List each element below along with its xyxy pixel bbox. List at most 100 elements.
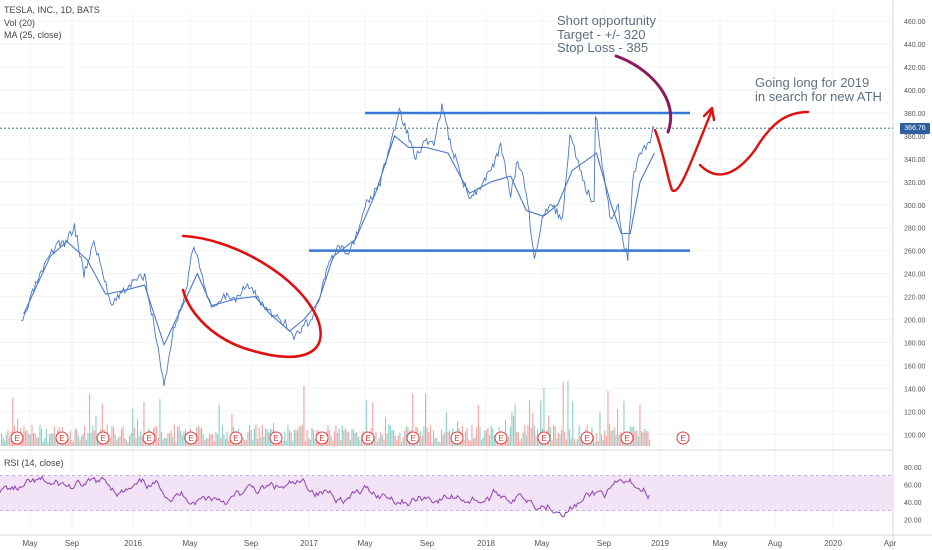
volume-bar <box>623 401 625 446</box>
volume-bar <box>335 425 337 446</box>
volume-bar <box>442 435 444 446</box>
volume-bar <box>41 428 43 446</box>
volume-bar <box>463 440 465 446</box>
price-line <box>21 103 655 386</box>
volume-bar <box>71 440 73 446</box>
earnings-badge-label: E <box>541 434 546 443</box>
volume-bar <box>52 433 54 446</box>
earnings-badge <box>142 431 156 445</box>
earnings-badge-label: E <box>365 434 370 443</box>
earnings-badge <box>580 431 594 445</box>
volume-bar <box>116 440 118 446</box>
earnings-badge-label: E <box>14 434 19 443</box>
x-tick-label: Sep <box>420 539 435 548</box>
volume-bar <box>231 413 233 446</box>
volume-bar <box>495 439 497 446</box>
volume-bar <box>266 429 268 446</box>
volume-bar <box>351 429 353 446</box>
volume-bar <box>164 437 166 446</box>
volume-bar <box>468 439 470 446</box>
volume-bar <box>209 433 211 446</box>
volume-bar <box>306 430 308 446</box>
volume-bar <box>329 430 331 446</box>
volume-bar <box>132 408 134 446</box>
volume-bar <box>253 428 255 446</box>
volume-bar <box>492 428 494 446</box>
volume-bar <box>74 428 76 446</box>
volume-bar <box>28 433 30 446</box>
volume-bar <box>405 426 407 446</box>
volume-bar <box>356 431 358 446</box>
volume-bar <box>79 440 81 446</box>
volume-bar <box>133 427 135 446</box>
volume-bar <box>516 431 518 446</box>
volume-bar <box>508 436 510 446</box>
volume-bar <box>49 434 51 446</box>
volume-bar <box>599 412 601 446</box>
volume-bar <box>554 426 556 446</box>
long-annotation-line1: Going long for 2019 <box>755 75 870 90</box>
volume-bar <box>349 439 351 446</box>
volume-bar <box>535 435 537 446</box>
volume-bar <box>485 430 487 446</box>
volume-bar <box>399 432 401 446</box>
volume-bar <box>36 437 38 446</box>
volume-bar <box>121 428 123 446</box>
volume-bar <box>519 441 521 446</box>
volume-bar <box>602 439 604 446</box>
y-tick-label: 160.00 <box>904 363 926 370</box>
volume-bar <box>381 435 383 446</box>
volume-bar <box>124 438 126 446</box>
volume-bar <box>177 426 179 446</box>
volume-bar <box>389 425 391 446</box>
y-tick-label: 240.00 <box>904 272 926 279</box>
volume-bar <box>604 430 606 446</box>
volume-bar <box>530 427 532 446</box>
volume-bar <box>303 386 305 446</box>
volume-bar <box>394 435 396 446</box>
volume-bar <box>431 441 433 446</box>
volume-bar <box>300 426 302 446</box>
volume-bar <box>31 424 33 446</box>
volume-bar <box>260 437 262 446</box>
volume-bar <box>141 437 143 446</box>
volume-bar <box>199 428 201 446</box>
volume-bar <box>255 424 257 446</box>
volume-bar <box>37 437 39 446</box>
volume-bar <box>197 426 199 446</box>
volume-bar <box>34 433 36 446</box>
y-tick-label: 440.00 <box>904 42 926 49</box>
volume-bar <box>295 429 297 446</box>
projection-arrowhead <box>702 106 716 122</box>
volume-bar <box>204 440 206 446</box>
volume-bar <box>636 430 638 446</box>
volume-bar <box>161 432 163 446</box>
volume-bar <box>53 425 55 446</box>
volume-bar <box>242 437 244 446</box>
volume-bar <box>1 433 3 446</box>
volume-bar <box>157 437 159 446</box>
volume-bar <box>524 425 526 446</box>
volume-bar <box>301 424 303 446</box>
earnings-badge <box>406 431 420 445</box>
volume-bar <box>423 426 425 446</box>
volume-bar <box>556 438 558 446</box>
x-tick-label: May <box>712 539 727 548</box>
volume-bar <box>311 427 313 446</box>
earnings-badge <box>184 431 198 445</box>
volume-bar <box>466 427 468 446</box>
volume-bar <box>4 440 6 446</box>
volume-bar <box>471 425 473 446</box>
earnings-badge-label: E <box>319 434 324 443</box>
volume-bar <box>21 440 23 446</box>
symbol-label: TESLA, INC., 1D, BATS <box>4 5 100 15</box>
volume-bar <box>357 436 359 446</box>
volume-bar <box>181 435 183 446</box>
volume-bar <box>297 430 299 446</box>
earnings-badge-label: E <box>584 434 589 443</box>
earnings-badge <box>676 431 690 445</box>
volume-bar <box>343 429 345 446</box>
volume-bar <box>340 440 342 446</box>
volume-bar <box>201 427 203 446</box>
